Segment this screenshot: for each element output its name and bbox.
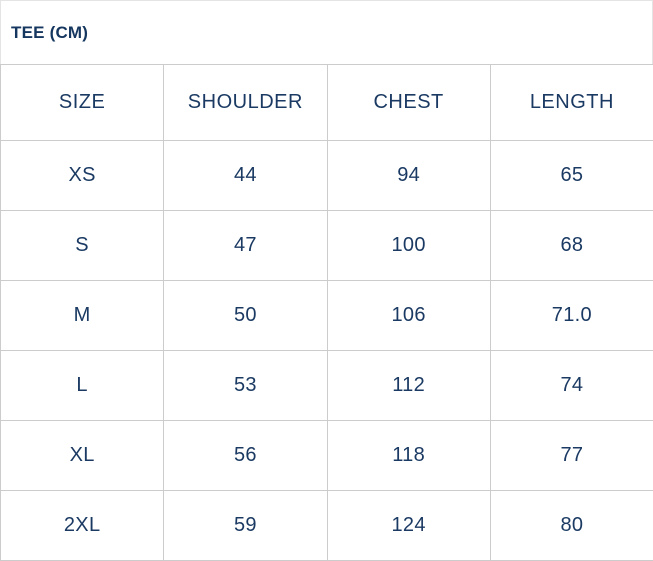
column-header-shoulder: SHOULDER [163,64,328,141]
cell-chest: 112 [326,350,491,421]
cell-chest: 106 [326,280,491,351]
table-row: XL 56 118 77 [0,420,653,491]
cell-chest: 124 [326,490,491,561]
table-row: L 53 112 74 [0,350,653,421]
cell-shoulder: 47 [163,210,328,281]
chart-title-band: TEE (CM) [0,0,653,64]
cell-chest: 118 [326,420,491,491]
cell-length: 74 [489,350,653,421]
cell-chest: 100 [326,210,491,281]
cell-chest: 94 [326,140,491,211]
size-measurements-table: SIZE SHOULDER CHEST LENGTH XS 44 94 65 S… [0,64,653,561]
page-title: TEE (CM) [11,22,89,42]
table-row: S 47 100 68 [0,210,653,281]
column-header-chest: CHEST [326,64,491,141]
cell-size: XS [0,140,165,211]
cell-shoulder: 53 [163,350,328,421]
table-row: XS 44 94 65 [0,140,653,211]
cell-size: L [0,350,165,421]
table-row: 2XL 59 124 80 [0,490,653,561]
column-header-size: SIZE [0,64,165,141]
cell-length: 65 [489,140,653,211]
cell-size: M [0,280,165,351]
table-header: SIZE SHOULDER CHEST LENGTH [0,64,653,141]
cell-size: S [0,210,165,281]
cell-shoulder: 50 [163,280,328,351]
table-body: XS 44 94 65 S 47 100 68 M 50 106 71.0 L … [0,140,653,561]
cell-length: 80 [489,490,653,561]
cell-length: 68 [489,210,653,281]
table-header-row: SIZE SHOULDER CHEST LENGTH [0,64,653,141]
cell-size: XL [0,420,165,491]
cell-shoulder: 56 [163,420,328,491]
cell-shoulder: 44 [163,140,328,211]
cell-shoulder: 59 [163,490,328,561]
table-row: M 50 106 71.0 [0,280,653,351]
column-header-length: LENGTH [489,64,653,141]
cell-length: 71.0 [489,280,653,351]
cell-size: 2XL [0,490,165,561]
cell-length: 77 [489,420,653,491]
